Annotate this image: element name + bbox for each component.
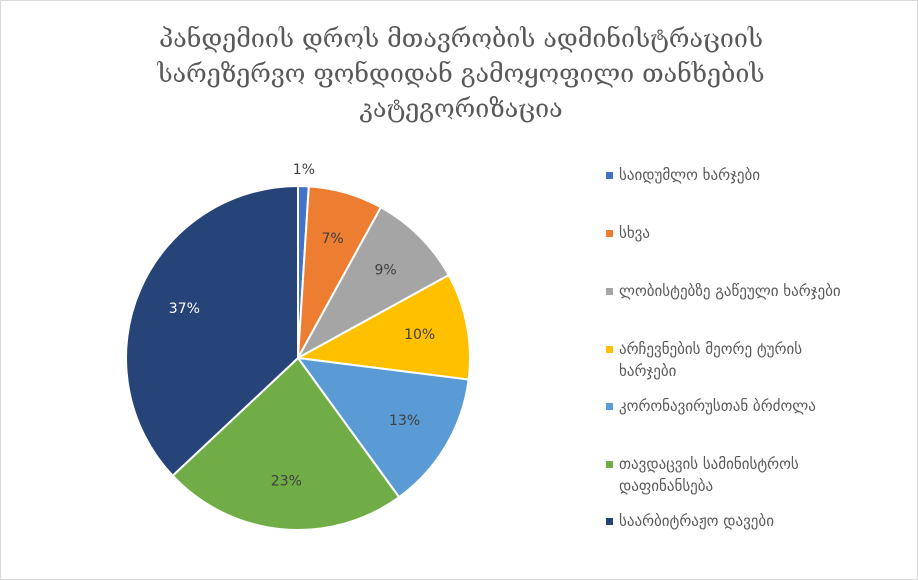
legend-label: ლობისტებზე გაწეული ხარჯები xyxy=(619,282,841,300)
data-label: 10% xyxy=(404,327,435,343)
legend-label: საარბიტრაჟო დავები xyxy=(619,512,774,530)
data-label: 9% xyxy=(374,262,396,278)
legend-label: სხვა xyxy=(619,224,650,242)
pie-slice xyxy=(171,356,401,531)
data-label: 7% xyxy=(321,231,343,247)
legend-marker xyxy=(606,172,613,179)
legend-marker xyxy=(606,230,613,237)
chart-title: პანდემიის დროს მთავრობის ადმინისტრაციის … xyxy=(157,24,765,123)
pie-slice xyxy=(125,184,299,478)
legend-marker xyxy=(606,518,613,525)
legend-label: თავდაცვის სამინისტროს დაფინანსება xyxy=(619,455,799,495)
data-label: 37% xyxy=(169,301,200,317)
legend-marker xyxy=(606,461,613,468)
data-label: 13% xyxy=(389,413,420,429)
legend-marker xyxy=(606,288,613,295)
data-label: 1% xyxy=(293,162,315,178)
legend-label: კორონავირუსთან ბრძოლა xyxy=(619,397,816,415)
pie-slice xyxy=(295,205,451,361)
data-label: 23% xyxy=(271,473,302,489)
legend-label: საიდუმლო ხარჯები xyxy=(619,166,761,184)
pie-slice xyxy=(295,356,470,499)
pie-slice xyxy=(294,273,471,381)
legend-label: არჩევნების მეორე ტურის ხარჯები xyxy=(619,340,803,380)
legend-marker xyxy=(606,403,613,410)
legend-marker xyxy=(606,346,613,353)
